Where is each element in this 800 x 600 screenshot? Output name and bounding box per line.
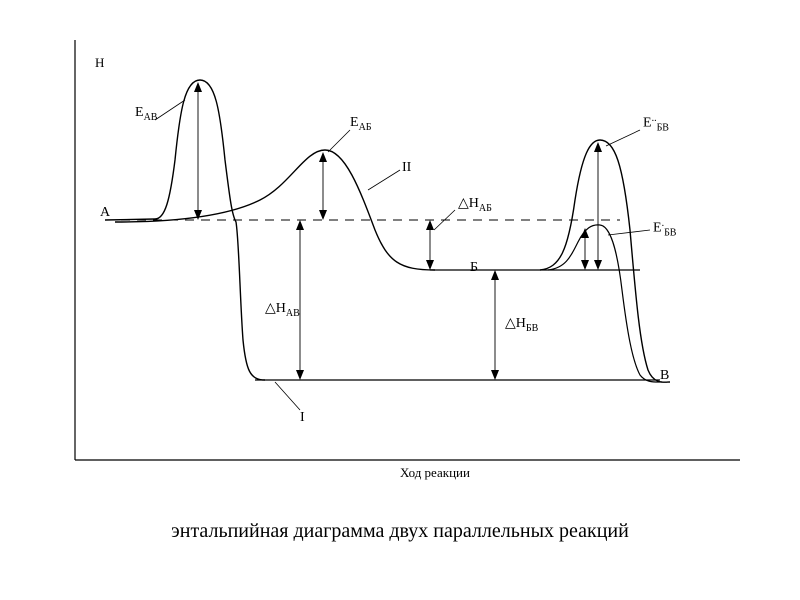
label-dH-AB2: △HАБ [458,195,492,214]
diagram-caption: энтальпийная диаграмма двух параллельных… [130,520,670,543]
label-E-BV-dd: E..БВ [643,113,669,133]
y-axis-label: H [95,55,104,71]
label-E-AB2: EАБ [350,115,372,133]
enthalpy-diagram: H Ход реакции A Б В I II EАВ EАБ △HАБ E.… [0,0,800,600]
label-A: A [100,205,110,221]
diagram-svg [0,0,800,600]
label-E-BV-d: E.БВ [653,218,676,238]
label-dH-AB: △HАВ [265,300,300,319]
label-V: В [660,368,669,384]
label-E-AB: EАВ [135,105,157,123]
label-II: II [402,160,411,176]
label-I: I [300,410,305,426]
label-B: Б [470,260,478,276]
label-dH-BV: △HБВ [505,315,538,334]
x-axis-label: Ход реакции [400,465,470,481]
